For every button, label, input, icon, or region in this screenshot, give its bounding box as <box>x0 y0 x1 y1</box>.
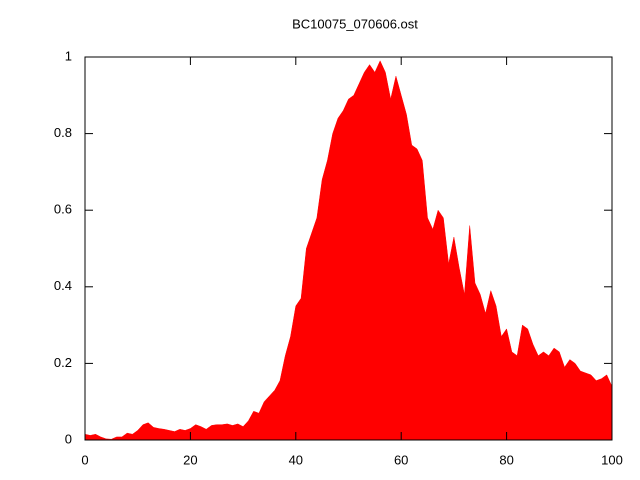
y-tick-label: 1 <box>65 48 72 63</box>
x-tick-label: 60 <box>394 452 408 467</box>
x-tick-label: 80 <box>499 452 513 467</box>
y-tick-label: 0.6 <box>54 202 72 217</box>
y-tick-label: 0.2 <box>54 355 72 370</box>
y-tick-label: 0 <box>65 431 72 446</box>
area <box>84 60 613 441</box>
x-tick-label: 100 <box>601 452 623 467</box>
x-tick-label: 40 <box>289 452 303 467</box>
y-tick-label: 0.4 <box>54 278 72 293</box>
x-tick-label: 20 <box>183 452 197 467</box>
plot-border <box>84 56 613 441</box>
chart-title: BC10075_070606.ost <box>292 16 418 31</box>
x-tick-label: 0 <box>81 452 88 467</box>
y-tick-label: 0.8 <box>54 125 72 140</box>
